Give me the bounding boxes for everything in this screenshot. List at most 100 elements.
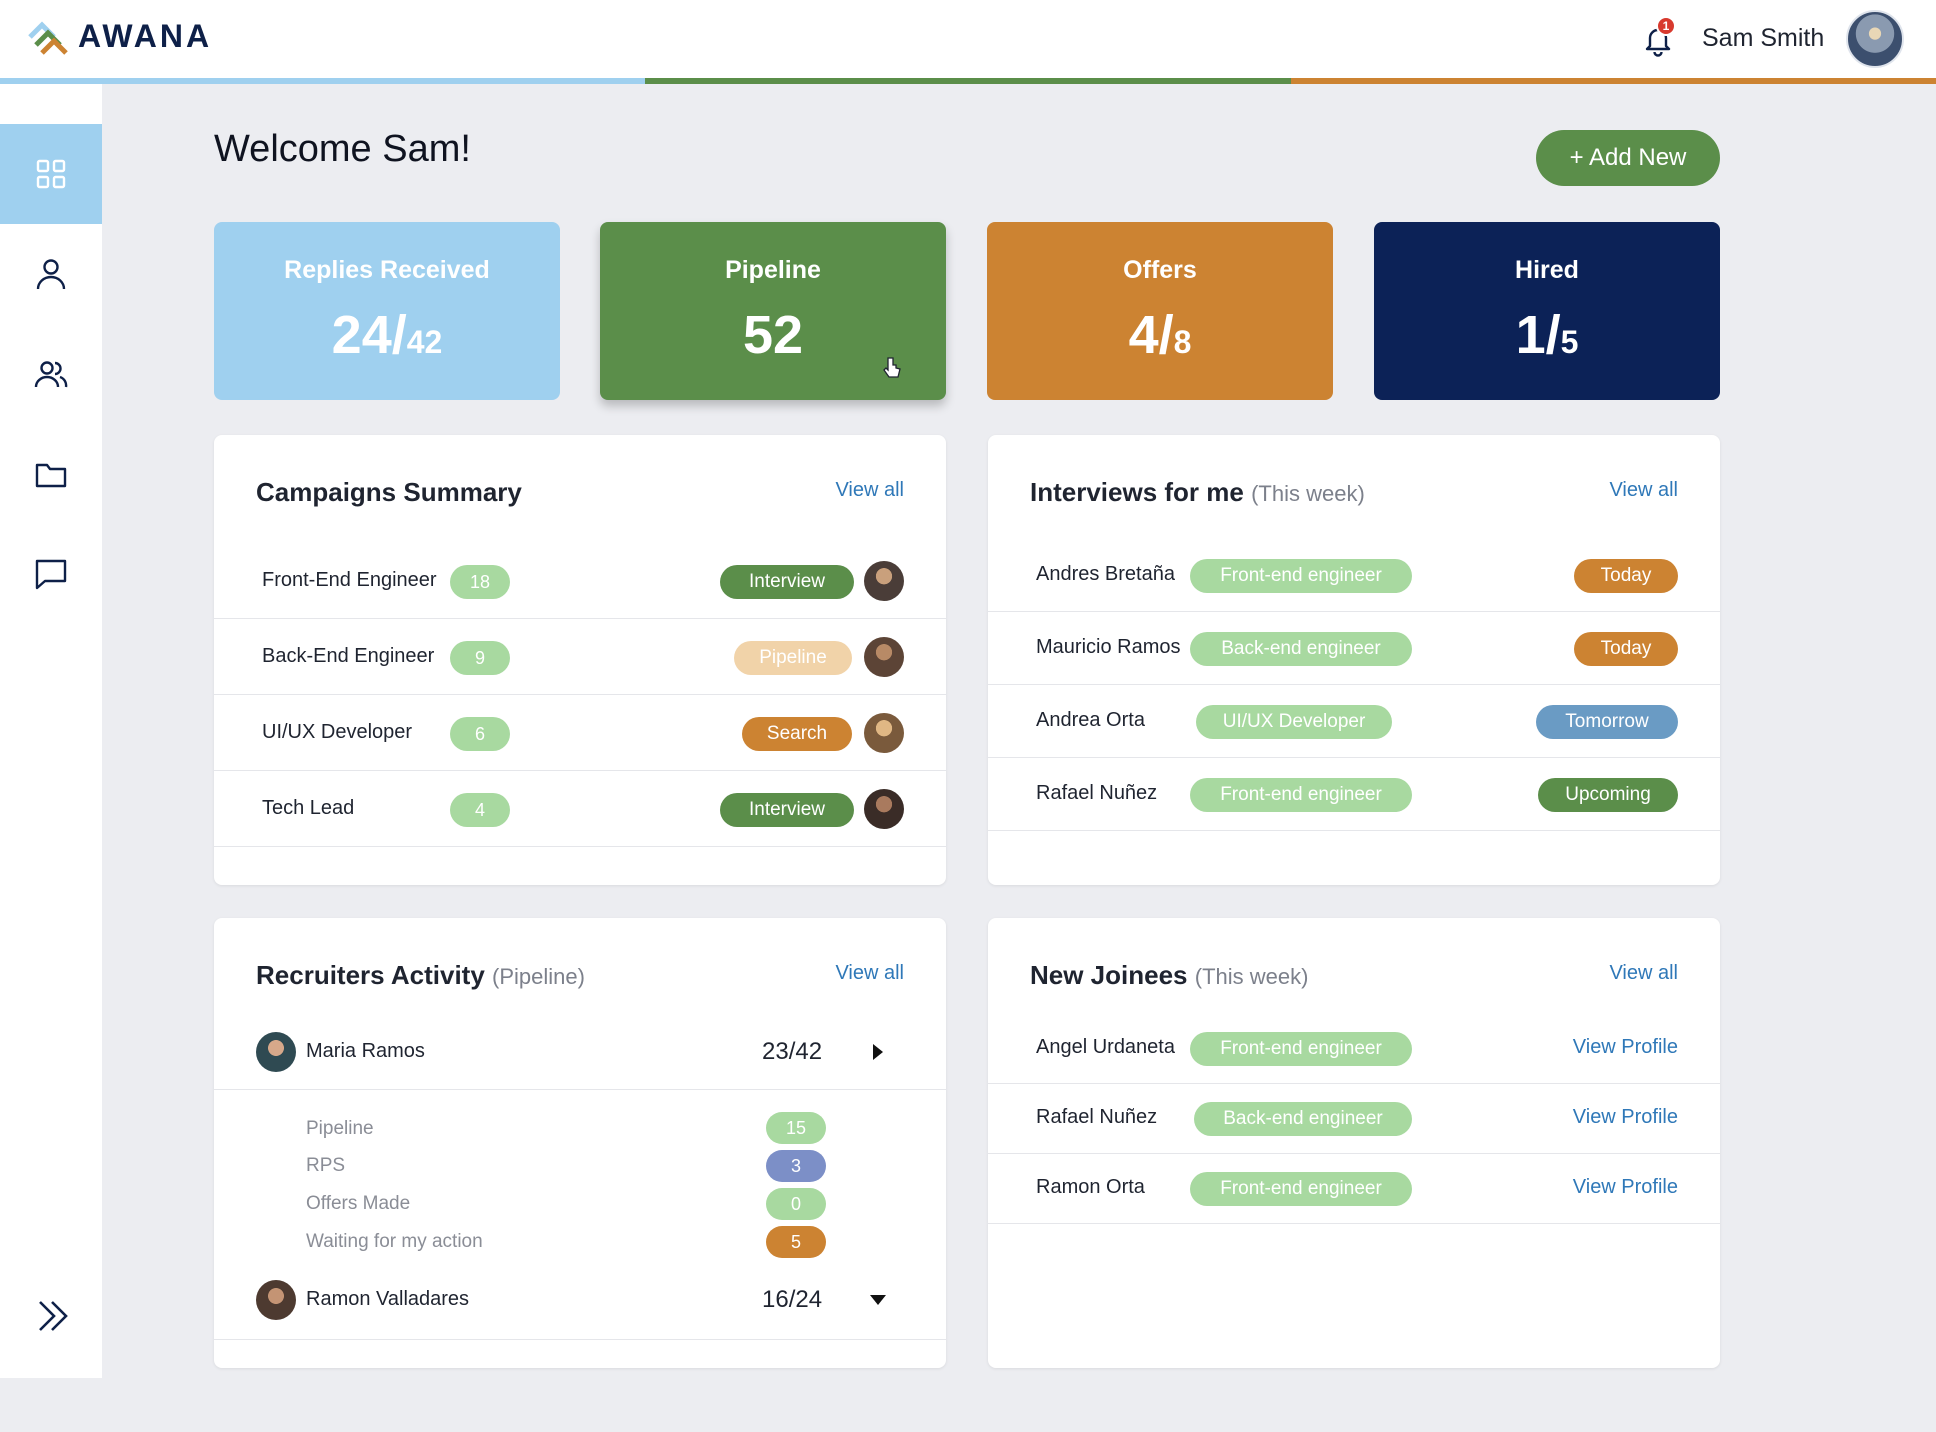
recruiter-score: 16/24 xyxy=(762,1286,823,1313)
recruiter-name: Maria Ramos xyxy=(306,1040,425,1062)
joinee-name: Ramon Orta xyxy=(1036,1176,1145,1198)
card-title: Interviews for me (This week) xyxy=(1030,477,1365,507)
sidebar-item-messages[interactable] xyxy=(0,524,102,624)
recruiter-row[interactable]: Ramon Valladares 16/24 xyxy=(214,1270,946,1340)
avatar xyxy=(256,1280,296,1320)
recruiter-name: Ramon Valladares xyxy=(306,1288,470,1310)
user-icon xyxy=(36,259,66,290)
app-logo[interactable]: AWANA xyxy=(28,18,212,55)
table-row[interactable]: Andres Bretaña Front-end engineer Today xyxy=(988,539,1720,612)
table-row[interactable]: Back-End Engineer 9 Pipeline xyxy=(214,619,946,695)
role-badge: Front-end engineer xyxy=(1190,1032,1412,1066)
folder-icon xyxy=(35,463,67,488)
avatar[interactable] xyxy=(864,561,904,601)
notification-badge: 1 xyxy=(1656,16,1676,36)
sidebar-item-team[interactable] xyxy=(0,324,102,424)
status-badge[interactable]: Pipeline xyxy=(734,641,852,675)
stat-label: Replies Received xyxy=(284,256,490,284)
table-row[interactable]: Angel Urdaneta Front-end engineer View P… xyxy=(988,1014,1720,1084)
awana-logo-icon xyxy=(28,20,68,55)
joinee-name: Rafael Nuñez xyxy=(1036,1106,1158,1128)
page-title: Welcome Sam! xyxy=(214,128,471,170)
user-name[interactable]: Sam Smith xyxy=(1702,24,1825,52)
table-row[interactable]: Ramon Orta Front-end engineer View Profi… xyxy=(988,1154,1720,1224)
users-icon xyxy=(34,361,68,388)
stat-label: Offers xyxy=(1123,256,1197,284)
table-row[interactable]: UI/UX Developer 6 Search xyxy=(214,695,946,771)
new-joinees-card: New Joinees (This week) View all Angel U… xyxy=(988,918,1720,1368)
hand-cursor-icon xyxy=(883,357,901,378)
campaigns-summary-card: Campaigns Summary View all Front-End Eng… xyxy=(214,435,946,885)
metric-label: Pipeline xyxy=(306,1118,374,1139)
sidebar-item-folders[interactable] xyxy=(0,424,102,524)
caret-down-icon[interactable] xyxy=(868,1292,888,1308)
candidate-name: Mauricio Ramos xyxy=(1036,636,1181,658)
campaign-name: Back-End Engineer xyxy=(262,645,435,667)
status-badge[interactable]: Interview xyxy=(720,793,854,827)
count-badge: 9 xyxy=(450,641,510,675)
add-new-button[interactable]: + Add New xyxy=(1536,130,1720,186)
card-title: Campaigns Summary xyxy=(256,477,522,507)
avatar xyxy=(256,1032,296,1072)
day-badge: Tomorrow xyxy=(1536,705,1678,739)
metric-badge: 15 xyxy=(766,1112,826,1144)
table-row[interactable]: Front-End Engineer 18 Interview xyxy=(214,543,946,619)
view-profile-link[interactable]: View Profile xyxy=(1572,1176,1678,1198)
double-chevron-right-icon[interactable] xyxy=(34,1296,74,1336)
stat-value: 24/42 xyxy=(331,305,443,365)
stat-label: Pipeline xyxy=(725,256,821,284)
day-badge: Today xyxy=(1574,632,1678,666)
caret-right-icon[interactable] xyxy=(870,1042,886,1062)
table-row[interactable]: Rafael Nuñez Front-end engineer Upcoming xyxy=(988,758,1720,831)
metric-badge: 5 xyxy=(766,1226,826,1258)
recruiter-score: 23/42 xyxy=(762,1038,823,1065)
view-profile-link[interactable]: View Profile xyxy=(1572,1036,1678,1058)
table-row[interactable]: Andrea Orta UI/UX Developer Tomorrow xyxy=(988,685,1720,758)
sidebar-item-profile[interactable] xyxy=(0,224,102,324)
status-badge[interactable]: Search xyxy=(742,717,852,751)
role-badge: Front-end engineer xyxy=(1190,778,1412,812)
stat-card-pipeline[interactable]: Pipeline 52 xyxy=(600,222,946,400)
avatar[interactable] xyxy=(864,789,904,829)
table-row[interactable]: Tech Lead 4 Interview xyxy=(214,771,946,847)
table-row[interactable]: Mauricio Ramos Back-end engineer Today xyxy=(988,612,1720,685)
view-all-link[interactable]: View all xyxy=(1609,479,1678,501)
stat-value: 52 xyxy=(742,305,804,365)
status-badge[interactable]: Interview xyxy=(720,565,854,599)
sidebar xyxy=(0,84,102,1378)
interviews-card: Interviews for me (This week) View all A… xyxy=(988,435,1720,885)
table-row[interactable]: Rafael Nuñez Back-end engineer View Prof… xyxy=(988,1084,1720,1154)
day-badge: Upcoming xyxy=(1538,778,1678,812)
logo-text: AWANA xyxy=(78,18,213,54)
view-all-link[interactable]: View all xyxy=(835,479,904,501)
role-badge: Front-end engineer xyxy=(1190,1172,1412,1206)
grid-icon xyxy=(36,159,66,189)
candidate-name: Andrea Orta xyxy=(1036,709,1145,731)
card-title: New Joinees (This week) xyxy=(1030,960,1309,990)
candidate-name: Andres Bretaña xyxy=(1036,563,1175,585)
metric-label: Offers Made xyxy=(306,1193,411,1214)
avatar[interactable] xyxy=(864,637,904,677)
stat-value: 4/8 xyxy=(1128,305,1192,365)
user-avatar[interactable] xyxy=(1846,10,1904,68)
metric-label: Waiting for my action xyxy=(306,1231,483,1252)
count-badge: 18 xyxy=(450,565,510,599)
candidate-name: Rafael Nuñez xyxy=(1036,782,1158,804)
joinee-name: Angel Urdaneta xyxy=(1036,1036,1175,1058)
avatar[interactable] xyxy=(864,713,904,753)
role-badge: Front-end engineer xyxy=(1190,559,1412,593)
metric-badge: 3 xyxy=(766,1150,826,1182)
view-profile-link[interactable]: View Profile xyxy=(1572,1106,1678,1128)
stat-card-offers[interactable]: Offers 4/8 xyxy=(987,222,1333,400)
stat-card-hired[interactable]: Hired 1/5 xyxy=(1374,222,1720,400)
sidebar-item-dashboard[interactable] xyxy=(0,124,102,224)
recruiter-row[interactable]: Maria Ramos 23/42 xyxy=(214,1018,946,1090)
top-bar: AWANA 1 Sam Smith xyxy=(0,0,1936,84)
metric-badge: 0 xyxy=(766,1188,826,1220)
stat-card-replies[interactable]: Replies Received 24/42 xyxy=(214,222,560,400)
accent-bar xyxy=(0,78,1936,84)
card-title: Recruiters Activity (Pipeline) xyxy=(256,960,585,990)
view-all-link[interactable]: View all xyxy=(1609,962,1678,984)
recruiters-activity-card: Recruiters Activity (Pipeline) View all … xyxy=(214,918,946,1368)
view-all-link[interactable]: View all xyxy=(835,962,904,984)
